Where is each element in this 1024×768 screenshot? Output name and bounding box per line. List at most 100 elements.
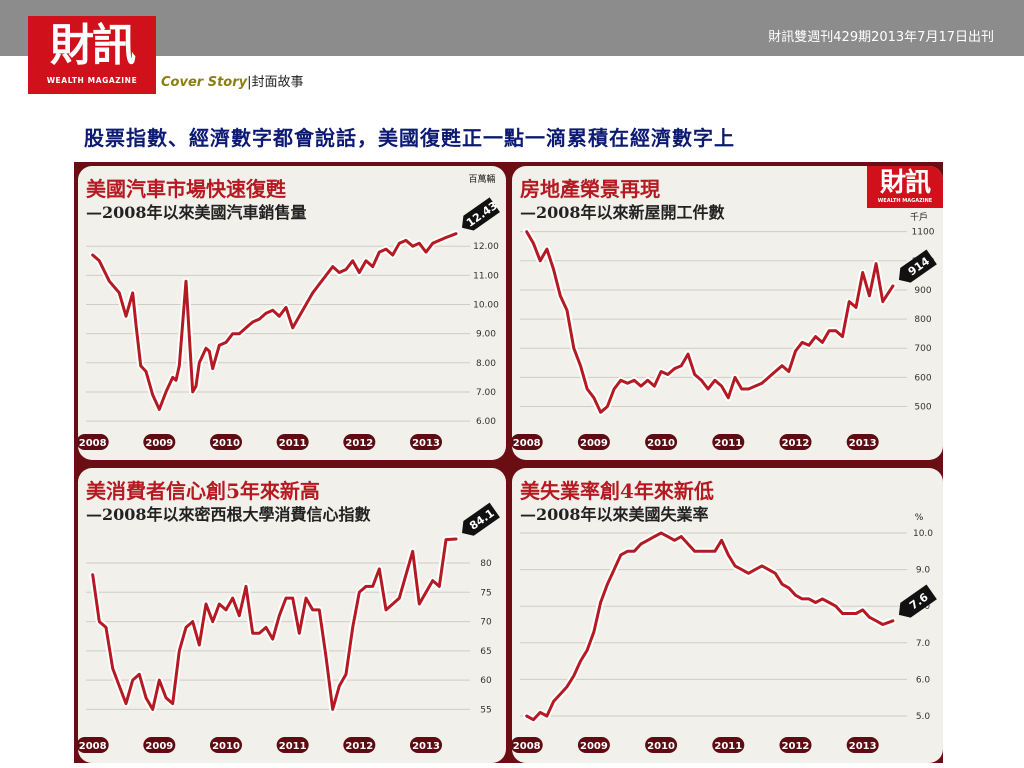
chart-subtitle: —2008年以來美國汽車銷售量 [86, 203, 307, 222]
x-tick-pill [276, 737, 309, 753]
y-tick-label: 55 [480, 705, 491, 715]
y-tick-label: 600 [914, 373, 931, 383]
y-tick-label: 800 [914, 315, 931, 325]
x-tick-label: 2011 [714, 438, 742, 449]
chart-subtitle: —2008年以來美國失業率 [520, 505, 709, 524]
page-headline: 股票指數、經濟數字都會說話，美國復甦正一點一滴累積在經濟數字上 [84, 126, 735, 150]
y-tick-label: 12.00 [473, 242, 499, 252]
latest-value-tag: 914 [898, 249, 937, 283]
chart-unit: 千戶 [910, 211, 928, 223]
y-tick-label: 9.00 [476, 330, 496, 340]
x-tick-label: 2008 [513, 741, 541, 752]
latest-value-tag-shape [462, 197, 500, 231]
y-tick-label: 6.0 [916, 675, 931, 685]
x-tick-pill [343, 434, 376, 450]
x-tick-label: 2011 [279, 438, 307, 449]
chart-panel-auto-sales: 美國汽車市場快速復甦 —2008年以來美國汽車銷售量 百萬輛 12.00 11.00 10… [78, 166, 506, 460]
x-tick-label: 2013 [412, 438, 440, 449]
y-tick-label: 70 [480, 618, 492, 628]
section-label-english: Cover Story [161, 75, 248, 90]
x-tick-pill [645, 434, 678, 450]
x-tick-label: 2012 [345, 741, 373, 752]
x-tick-pill [712, 434, 745, 450]
x-tick-pill [512, 737, 543, 753]
chart-subtitle: —2008年以來密西根大學消費信心指數 [86, 505, 371, 524]
x-tick-label: 2010 [212, 741, 240, 752]
x-tick-label: 2012 [345, 438, 373, 449]
y-tick-label: 80 [480, 559, 492, 569]
x-tick-pill [846, 737, 879, 753]
series-line [525, 531, 895, 722]
series-line [525, 230, 895, 414]
chart-unit: % [915, 513, 924, 523]
chart-svg-housing-starts: 房地產榮景再現—2008年以來新屋開工件數千戶11001000900800700… [512, 177, 937, 450]
x-tick-label: 2011 [714, 741, 742, 752]
x-tick-pill [779, 737, 812, 753]
x-tick-pill [78, 434, 109, 450]
series-line-halo [89, 535, 460, 713]
y-tick-label: 10.00 [473, 301, 499, 311]
chart-panel-unemployment: 美失業率創4年來新低—2008年以來美國失業率%10.09.08.07.06.0… [512, 468, 943, 763]
x-tick-pill [410, 434, 442, 450]
chart-title: 美失業率創4年來新低 [520, 479, 714, 503]
x-tick-pill [210, 434, 242, 450]
x-tick-label: 2013 [849, 741, 877, 752]
chart-unit: 百萬輛 [468, 173, 495, 185]
x-tick-pill [143, 434, 176, 450]
latest-value-tag-shape [462, 502, 500, 536]
latest-value-tag: 12.43 [462, 197, 500, 231]
x-tick-pill [343, 737, 376, 753]
latest-value-tag-shape [898, 249, 937, 283]
x-tick-pill [512, 434, 543, 450]
x-tick-label: 2010 [647, 438, 675, 449]
section-label: Cover Story|封面故事 [161, 71, 304, 90]
x-tick-pill [712, 737, 745, 753]
series-line [91, 232, 458, 411]
y-tick-label: 9.0 [916, 566, 931, 576]
y-tick-label: 700 [914, 344, 931, 354]
x-tick-pill [143, 737, 176, 753]
x-tick-label: 2013 [849, 438, 877, 449]
x-tick-pill [210, 737, 242, 753]
y-tick-label: 900 [914, 286, 931, 296]
y-tick-label: 1100 [912, 228, 935, 238]
chart-panel-housing-starts: 財訊 WEALTH MAGAZINE 房地產榮景再現 —2008年以來新屋開工件數… [512, 166, 943, 460]
latest-value-tag: 7.6 [898, 584, 937, 618]
y-tick-label: 500 [914, 403, 931, 413]
issue-info: 財訊雙週刊429期2013年7月17日出刊 [768, 30, 994, 45]
x-tick-label: 2009 [145, 741, 173, 752]
section-separator: | [247, 75, 252, 90]
y-tick-label: 60 [480, 676, 492, 686]
x-tick-label: 2008 [513, 438, 541, 449]
x-tick-pill [645, 737, 678, 753]
chart-svg-auto-sales: 美國汽車市場快速復甦 —2008年以來美國汽車銷售量 百萬輛 12.00 11.00 10… [78, 173, 500, 450]
x-tick-pill [276, 434, 309, 450]
chart-title: 美國汽車市場快速復甦 [86, 177, 287, 201]
chart-board: 美國汽車市場快速復甦 —2008年以來美國汽車銷售量 百萬輛 12.00 11.00 10… [74, 162, 943, 763]
wealth-magazine-logo: 財訊 WEALTH MAGAZINE [28, 16, 156, 94]
x-tick-pill [410, 737, 442, 753]
series-line [91, 537, 458, 711]
badge-english-text: WEALTH MAGAZINE [877, 198, 933, 204]
chart-svg-consumer-sentiment: 美消費者信心創5年來新高 —2008年以來密西根大學消費信心指數 80 75 70 65 6… [78, 479, 500, 753]
y-tick-label: 7.0 [916, 639, 931, 649]
chart-title: 房地產榮景再現 [520, 177, 660, 201]
series-line-halo [89, 230, 460, 413]
logo-chinese-text: 財訊 [50, 20, 136, 71]
x-tick-pill [846, 434, 879, 450]
x-tick-label: 2012 [782, 741, 810, 752]
series-line-halo [523, 529, 897, 724]
x-tick-label: 2012 [782, 438, 810, 449]
badge-chinese-text: 財訊 [879, 168, 931, 198]
chart-panel-consumer-sentiment: 美消費者信心創5年來新高 —2008年以來密西根大學消費信心指數 80 75 70 65 6… [78, 468, 506, 763]
y-tick-label: 65 [480, 647, 491, 657]
chart-svg-unemployment: 美失業率創4年來新低—2008年以來美國失業率%10.09.08.07.06.0… [512, 479, 937, 753]
x-tick-label: 2008 [79, 438, 107, 449]
chart-subtitle: —2008年以來新屋開工件數 [520, 203, 725, 222]
x-tick-label: 2009 [580, 741, 608, 752]
x-tick-label: 2008 [79, 741, 107, 752]
y-tick-label: 10.0 [913, 529, 933, 539]
latest-value-tag: 84.1 [462, 502, 500, 536]
y-tick-label: 7.00 [476, 388, 496, 398]
wealth-magazine-badge: 財訊 WEALTH MAGAZINE [867, 166, 943, 208]
